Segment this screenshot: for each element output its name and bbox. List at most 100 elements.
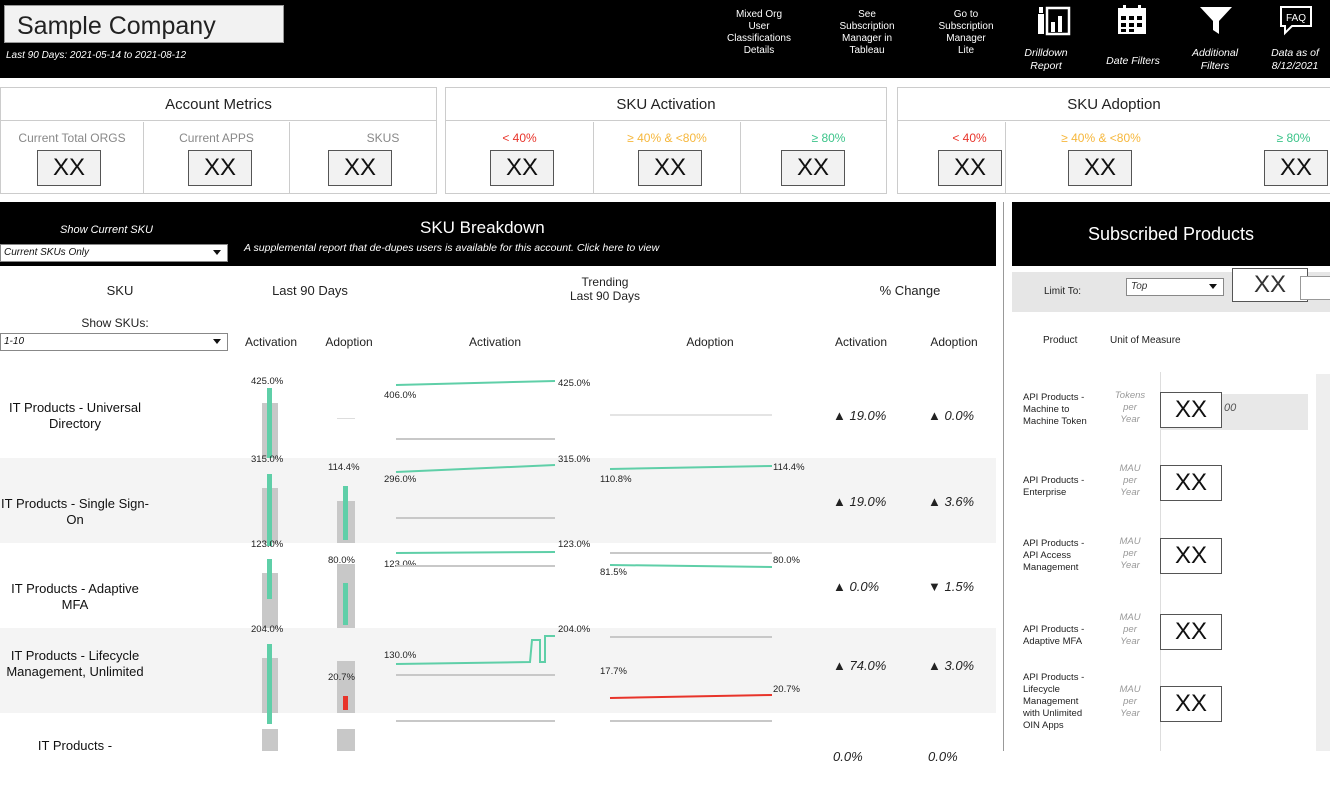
subscription-tableau-link[interactable]: See Subscription Manager in Tableau <box>828 9 906 57</box>
sku-adoption-panel: SKU Adoption < 40% XX ≥ 40% & <80% XX ≥ … <box>897 87 1330 194</box>
limit-input[interactable] <box>1300 276 1330 300</box>
adoption-change: ▼ 1.5% <box>928 579 975 594</box>
adoption-value: 114.4% <box>328 462 360 473</box>
trend-start-value: 123.0% <box>384 559 417 570</box>
metric-value: XX <box>638 150 702 186</box>
adoption-change: ▲ 0.0% <box>928 408 975 423</box>
metric-value: XX <box>781 150 845 186</box>
adoption-bar <box>343 486 348 540</box>
product-name-line: Lifecycle <box>1023 684 1060 695</box>
activation-trend-line <box>395 635 555 665</box>
trend-start-value: 130.0% <box>384 650 417 661</box>
adoption-bar <box>343 696 348 710</box>
activation-value: 425.0% <box>251 376 284 387</box>
product-value: XX <box>1160 686 1222 722</box>
scrollbar[interactable] <box>1316 374 1330 751</box>
show-current-label: Show Current SKU <box>60 224 153 236</box>
panel-title: Account Metrics <box>1 88 436 121</box>
product-name: API Products - Enterprise <box>1023 475 1084 499</box>
product-name-line: API Access <box>1023 550 1072 561</box>
sku-breakdown-title: SKU Breakdown <box>420 218 545 237</box>
metric-label: < 40% <box>502 131 537 145</box>
metric-cell: SKUS XX <box>290 122 436 194</box>
adoption-bar <box>343 583 348 625</box>
metric-cell: < 40% XX <box>898 122 1006 194</box>
link-text: Details <box>743 45 775 56</box>
metric-value: XX <box>490 150 554 186</box>
product-value: XX <box>1160 465 1222 501</box>
chevron-down-icon <box>1209 284 1217 289</box>
unit-line: per <box>1123 548 1137 559</box>
metric-label: < 40% <box>952 131 987 145</box>
product-name: API Products - Adaptive MFA <box>1023 624 1084 648</box>
show-skus-select[interactable]: 1-10 <box>0 333 228 351</box>
unit-line: MAU <box>1119 536 1141 547</box>
icon-label: 8/12/2021 <box>1271 60 1319 72</box>
trend-sparklines <box>396 720 772 722</box>
col-product: Product <box>1043 335 1078 346</box>
adoption-trend-line <box>609 564 773 568</box>
panel-title: SKU Activation <box>446 88 886 121</box>
activation-trend-line <box>395 380 556 386</box>
unit-line: Year <box>1120 708 1140 719</box>
current-sku-select[interactable]: Current SKUs Only <box>0 244 228 262</box>
adoption-value: 80.0% <box>328 555 355 566</box>
metric-cell: Current APPS XX <box>144 122 290 194</box>
sub-activation: Activation <box>834 335 888 349</box>
activation-bar <box>267 474 272 546</box>
product-value: XX <box>1160 392 1222 428</box>
drilldown-icon <box>1038 6 1071 36</box>
link-text: Manager <box>946 33 986 44</box>
activation-bar-bg <box>262 573 278 628</box>
trend-end-value: 20.7% <box>773 684 800 695</box>
link-text: Lite <box>957 45 975 56</box>
trend-end-value: 425.0% <box>558 378 591 389</box>
faq-glyph: FAQ <box>1286 13 1306 24</box>
link-text: Subscription <box>938 21 994 32</box>
adoption-trend-line <box>609 465 773 470</box>
trend-sparklines <box>395 380 772 440</box>
activation-change: 0.0% <box>833 749 863 764</box>
sku-name: IT Products - Adaptive MFA <box>11 581 139 612</box>
activation-change: ▲ 19.0% <box>833 408 887 423</box>
adoption-change: ▲ 3.0% <box>928 658 975 673</box>
chevron-down-icon <box>213 250 221 255</box>
product-value: XX <box>1160 614 1222 650</box>
col-trending-line: Trending <box>581 275 629 289</box>
sub-activation: Activation <box>244 335 298 349</box>
date-range: Last 90 Days: 2021-05-14 to 2021-08-12 <box>6 50 187 61</box>
trend-sparklines <box>395 635 773 699</box>
metric-value: XX <box>37 150 101 186</box>
unit-of-measure: MAU per Year <box>1110 463 1150 499</box>
icon-label: Additional <box>1191 47 1239 59</box>
metric-label: ≥ 40% & <80% <box>627 131 707 145</box>
link-text: Classifications <box>727 33 791 44</box>
product-name-line: Adaptive MFA <box>1023 636 1083 647</box>
calendar-icon <box>1118 5 1146 34</box>
metric-value: XX <box>188 150 252 186</box>
metric-label: SKUS <box>366 131 400 145</box>
sku-name: IT Products - Single Sign-On <box>1 496 149 527</box>
metric-label: Current APPS <box>179 131 254 145</box>
adoption-change: ▲ 3.6% <box>928 494 975 509</box>
limit-count[interactable]: XX <box>1232 268 1308 302</box>
activation-change: ▲ 74.0% <box>833 658 887 673</box>
unit-line: per <box>1123 475 1137 486</box>
select-value: Top <box>1131 281 1148 292</box>
subscription-lite-link[interactable]: Go to Subscription Manager Lite <box>928 9 1004 57</box>
table-row <box>0 628 996 713</box>
show-skus-label: Show SKUs: <box>81 316 149 330</box>
unit-of-measure: Tokens per Year <box>1110 390 1150 426</box>
product-name-line: Management <box>1023 696 1079 707</box>
product-name-line: API Products - <box>1023 672 1085 683</box>
supplemental-report-link[interactable]: A supplemental report that de-dupes user… <box>244 242 660 254</box>
metric-cell: ≥ 80% XX <box>1196 122 1330 194</box>
icon-label: Drilldown <box>1024 47 1068 59</box>
metric-value: XX <box>1068 150 1132 186</box>
product-name-line: API Products - <box>1023 392 1085 403</box>
product-name-line: API Products - <box>1023 538 1085 549</box>
mixed-org-link[interactable]: Mixed Org User Classifications Details <box>718 9 800 57</box>
activation-change: ▲ 0.0% <box>833 579 880 594</box>
limit-select[interactable]: Top <box>1126 278 1224 296</box>
product-name-line: Enterprise <box>1023 487 1067 498</box>
